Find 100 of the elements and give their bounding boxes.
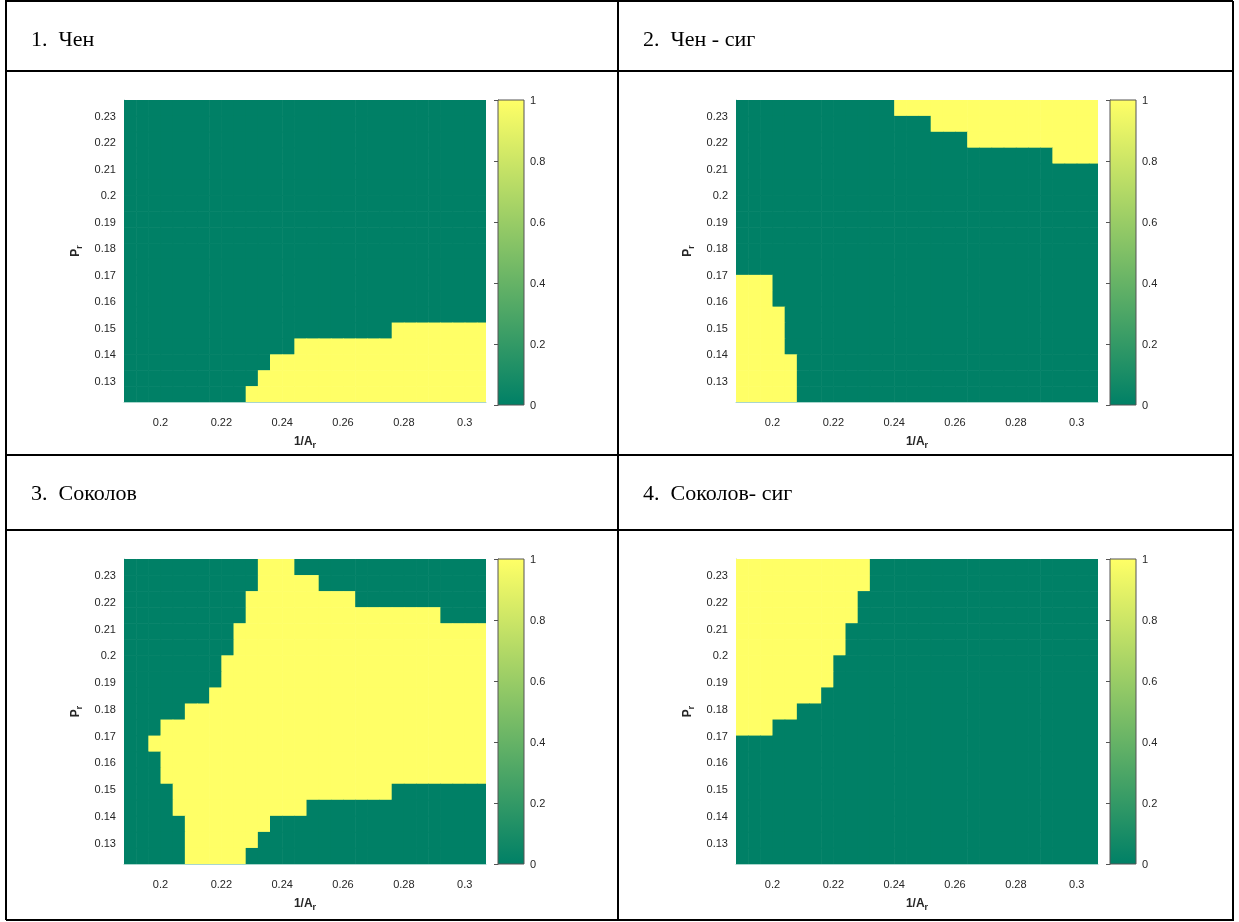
- y-axis-title: Pr: [68, 705, 85, 718]
- x-tick-label: 0.28: [1005, 415, 1027, 428]
- x-tick-label: 0.2: [764, 877, 781, 890]
- chart-title: 3. Соколов: [6, 455, 618, 530]
- x-tick-label: 0.28: [393, 877, 415, 890]
- y-tick-label: 0.23: [94, 109, 116, 122]
- y-tick-label: 0.2: [712, 189, 728, 202]
- color-bar-label: 0.4: [530, 736, 546, 748]
- y-tick-label: 0.22: [94, 595, 116, 608]
- color-bar-label: 0.8: [530, 614, 546, 626]
- y-tick-label: 0.13: [94, 836, 116, 849]
- y-tick-label: 0.18: [706, 702, 728, 715]
- x-tick-label: 0.3: [457, 877, 473, 890]
- color-bar-label: 0.6: [530, 675, 546, 687]
- y-tick-label: 0.14: [94, 809, 116, 822]
- y-tick-label: 0.18: [94, 702, 116, 715]
- x-tick-label: 0.2: [152, 415, 169, 428]
- x-tick-label: 0.24: [883, 415, 905, 428]
- y-tick-label: 0.21: [94, 622, 116, 635]
- color-bar-label: 1: [530, 553, 537, 565]
- y-tick-label: 0.22: [706, 136, 728, 149]
- y-tick-label: 0.19: [706, 215, 728, 228]
- y-tick-label: 0.23: [706, 569, 728, 582]
- y-tick-label: 0.17: [706, 268, 728, 281]
- y-tick-label: 0.13: [94, 374, 116, 387]
- y-tick-label: 0.19: [94, 676, 116, 689]
- y-tick-label: 0.15: [94, 783, 116, 796]
- color-bar-label: 0.2: [1142, 338, 1158, 350]
- x-tick-label: 0.22: [822, 877, 845, 890]
- y-tick-label: 0.2: [712, 649, 728, 662]
- y-tick-label: 0.22: [94, 136, 116, 149]
- y-tick-label: 0.15: [706, 783, 728, 796]
- y-tick-label: 0.18: [94, 242, 116, 255]
- color-bar-label: 0.4: [530, 277, 546, 289]
- y-tick-label: 0.16: [706, 756, 728, 769]
- color-bar-label: 0.2: [530, 797, 546, 809]
- y-tick-label: 0.15: [94, 321, 116, 334]
- color-bar-label: 0: [1142, 399, 1149, 411]
- x-tick-label: 0.24: [271, 415, 293, 428]
- x-tick-label: 0.26: [332, 877, 354, 890]
- y-tick-label: 0.14: [706, 348, 728, 361]
- chart-title: 4. Соколов- сиг: [618, 455, 1234, 530]
- x-tick-label: 0.3: [457, 415, 473, 428]
- y-tick-label: 0.17: [94, 729, 116, 742]
- y-tick-label: 0.21: [706, 622, 728, 635]
- color-bar-label: 0.6: [530, 216, 546, 228]
- y-tick-label: 0.21: [94, 162, 116, 175]
- color-bar-label: 0.6: [1142, 675, 1158, 687]
- chart-title: 1. Чен: [6, 1, 618, 71]
- color-bar-label: 0.6: [1142, 216, 1158, 228]
- chart-title: 2. Чен - сиг: [618, 1, 1234, 71]
- x-tick-label: 0.26: [944, 877, 966, 890]
- color-bar-label: 0.2: [1142, 797, 1158, 809]
- color-bar-label: 0: [530, 399, 537, 411]
- x-tick-label: 0.2: [764, 415, 781, 428]
- x-tick-label: 0.28: [393, 415, 415, 428]
- color-bar-label: 1: [1142, 94, 1149, 106]
- y-tick-label: 0.19: [706, 676, 728, 689]
- x-tick-label: 0.2: [152, 877, 169, 890]
- y-tick-label: 0.13: [706, 374, 728, 387]
- y-tick-label: 0.14: [706, 809, 728, 822]
- y-axis-title: Pr: [680, 244, 697, 257]
- y-tick-label: 0.14: [94, 348, 116, 361]
- color-bar-label: 0: [530, 858, 537, 870]
- y-tick-label: 0.16: [94, 756, 116, 769]
- y-tick-label: 0.22: [706, 595, 728, 608]
- x-tick-label: 0.24: [883, 877, 905, 890]
- x-tick-label: 0.22: [822, 415, 845, 428]
- y-tick-label: 0.23: [94, 569, 116, 582]
- color-bar-label: 0.4: [1142, 736, 1158, 748]
- y-tick-label: 0.16: [706, 295, 728, 308]
- color-bar-label: 0.8: [1142, 614, 1158, 626]
- y-tick-label: 0.21: [706, 162, 728, 175]
- y-tick-label: 0.13: [706, 836, 728, 849]
- x-tick-label: 0.26: [944, 415, 966, 428]
- y-tick-label: 0.17: [706, 729, 728, 742]
- color-bar-label: 0.8: [530, 155, 546, 167]
- color-bar-label: 1: [530, 94, 537, 106]
- x-tick-label: 0.3: [1069, 877, 1085, 890]
- x-tick-label: 0.26: [332, 415, 354, 428]
- y-tick-label: 0.19: [94, 215, 116, 228]
- color-bar-label: 0.4: [1142, 277, 1158, 289]
- y-axis-title: Pr: [68, 244, 85, 257]
- color-bar-label: 1: [1142, 553, 1149, 565]
- y-tick-label: 0.17: [94, 268, 116, 281]
- y-tick-label: 0.16: [94, 295, 116, 308]
- x-tick-label: 0.28: [1005, 877, 1027, 890]
- y-tick-label: 0.15: [706, 321, 728, 334]
- color-bar-label: 0: [1142, 858, 1149, 870]
- y-tick-label: 0.2: [100, 649, 116, 662]
- x-tick-label: 0.22: [210, 877, 233, 890]
- color-bar-label: 0.2: [530, 338, 546, 350]
- y-axis-title: Pr: [680, 705, 697, 718]
- x-tick-label: 0.3: [1069, 415, 1085, 428]
- y-tick-label: 0.2: [100, 189, 116, 202]
- x-tick-label: 0.24: [271, 877, 293, 890]
- x-tick-label: 0.22: [210, 415, 233, 428]
- color-bar-label: 0.8: [1142, 155, 1158, 167]
- y-tick-label: 0.23: [706, 109, 728, 122]
- y-tick-label: 0.18: [706, 242, 728, 255]
